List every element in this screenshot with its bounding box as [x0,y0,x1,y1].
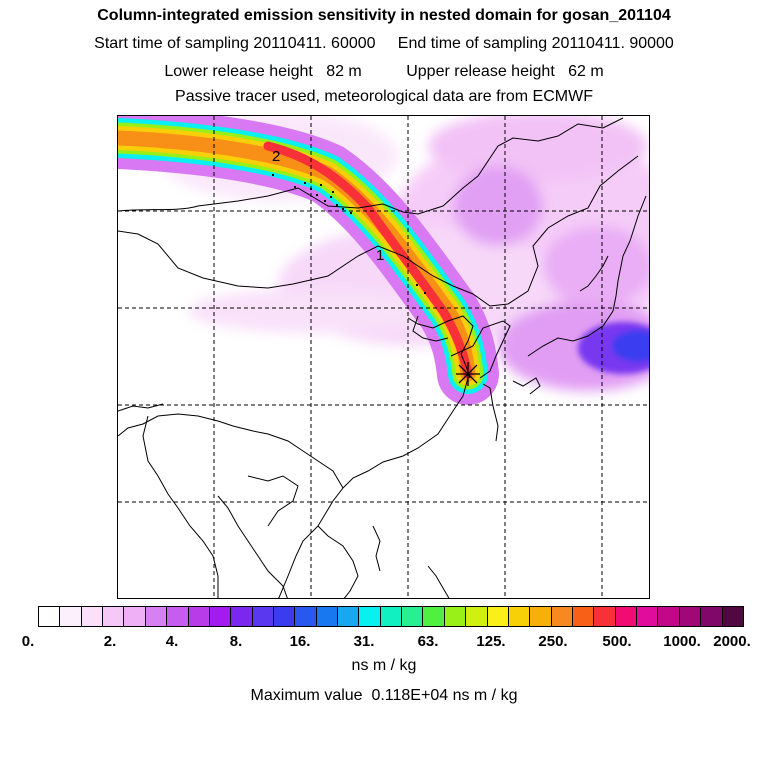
release-upper: Upper release height 62 m [406,63,604,80]
release-heights: Lower release height 82 m Upper release … [0,62,768,82]
colorbar-swatch [209,607,232,626]
colorbar-swatch [39,607,61,626]
colorbar-swatch [145,607,168,626]
colorbar-swatch [423,607,445,626]
release-lower: Lower release height 82 m [164,63,362,80]
sampling-times: Start time of sampling 20110411. 60000 E… [0,34,768,54]
trajectory-label-2: 2 [272,148,280,165]
map-canvas: 2 1 [118,116,649,598]
colorbar-tick-label: 4. [165,633,179,650]
colorbar-tick-label: 125. [476,633,506,650]
colorbar-tick-label: 500. [602,633,632,650]
sampling-start: Start time of sampling 20110411. 60000 [94,35,376,52]
colorbar-swatch [338,607,360,626]
colorbar-swatch [167,607,189,626]
colorbar-swatch [380,607,403,626]
receptor-star-icon [456,362,480,386]
colorbar-swatch [615,607,638,626]
colorbar-swatch [359,607,381,626]
colorbar-tick-label: 0. [21,633,35,650]
colorbar-swatch [316,607,339,626]
colorbar-swatch [466,607,488,626]
particle-dots [272,174,426,294]
colorbar-swatch [508,607,531,626]
colorbar-swatch [188,607,210,626]
colorbar-swatch [679,607,702,626]
plume [118,116,499,405]
colorbar-swatch [530,607,552,626]
tracer-note: Passive tracer used, meteorological data… [175,88,593,105]
colorbar-swatch [252,607,274,626]
colorbar-tick-labels: 0. 2. 4. 8. 16. 31. 63. 125. 250. 500. 1000. 2000. [0,633,768,653]
colorbar-tick-label: 63. [417,633,439,650]
colorbar-swatch [487,607,509,626]
maximum-value: Maximum value 0.118E+04 ns m / kg [250,687,518,704]
colorbar-tick-label: 2. [103,633,117,650]
colorbar-swatch [402,607,424,626]
colorbar-swatch [444,607,467,626]
colorbar-swatch [231,607,253,626]
colorbar-swatch [60,607,82,626]
colorbar-swatch [103,607,125,626]
country-boundaries [118,117,647,598]
colorbar-swatch [637,607,659,626]
colorbar-swatch [124,607,146,626]
colorbar-swatch [701,607,723,626]
colorbar-swatch [551,607,573,626]
colorbar [38,606,744,627]
sensitivity-map: 2 1 [117,115,650,599]
colorbar-tick-label: 250. [538,633,568,650]
colorbar-swatch [658,607,680,626]
trajectory-label-1: 1 [376,247,384,264]
colorbar-tick-label: 2000. [713,633,751,650]
colorbar-tick-label: 8. [229,633,243,650]
colorbar-units: ns m / kg [351,657,417,674]
colorbar-swatch [594,607,616,626]
colorbar-swatch [81,607,104,626]
lat-lon-grid [118,116,649,598]
colorbar-swatch [273,607,296,626]
colorbar-swatch [295,607,317,626]
colorbar-tick-label: 1000. [663,633,701,650]
sampling-end: End time of sampling 20110411. 90000 [397,35,674,52]
colorbar-swatch [572,607,595,626]
colorbar-tick-label: 16. [289,633,311,650]
plot-title: Column-integrated emission sensitivity i… [97,7,671,24]
colorbar-tick-label: 31. [353,633,375,650]
eastern-maximum [578,322,649,374]
colorbar-swatch [722,607,743,626]
